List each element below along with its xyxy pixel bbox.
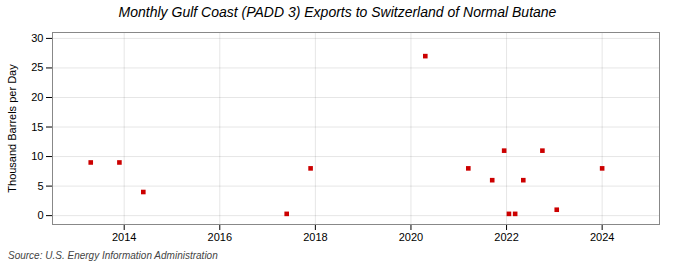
svg-text:2014: 2014 [112,231,136,243]
svg-text:30: 30 [31,32,43,44]
svg-text:20: 20 [31,91,43,103]
svg-text:25: 25 [31,61,43,73]
svg-text:0: 0 [37,209,43,221]
html-text:Source: U.S. Energy Informatio: Source: U.S. Energy Information Administ… [8,250,218,261]
svg-text:2018: 2018 [303,231,327,243]
svg-text:2020: 2020 [399,231,423,243]
svg-text:2022: 2022 [494,231,518,243]
svg-text:Thousand Barrels per Day: Thousand Barrels per Day [6,64,18,193]
svg-text:5: 5 [37,180,43,192]
svg-text:2016: 2016 [208,231,232,243]
svg-text:10: 10 [31,150,43,162]
svg-text:15: 15 [31,121,43,133]
html-text:Monthly Gulf Coast (PADD 3) Ex: Monthly Gulf Coast (PADD 3) Exports to S… [118,4,557,20]
svg-text:2024: 2024 [590,231,614,243]
